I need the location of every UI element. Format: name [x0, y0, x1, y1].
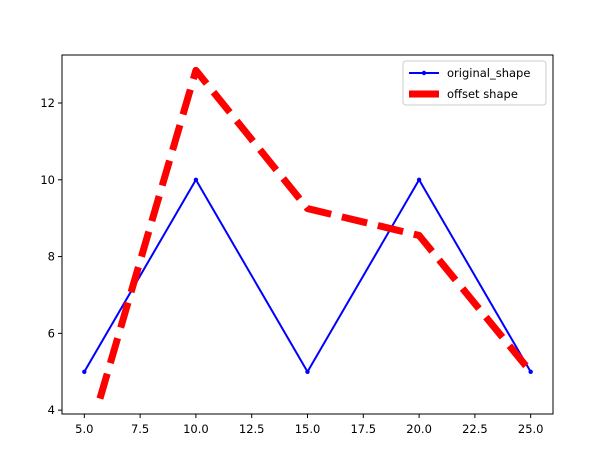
plot-area — [82, 66, 534, 400]
series-1-point — [305, 369, 310, 374]
y-tick-label: 4 — [48, 403, 55, 417]
legend-label: original_shape — [447, 66, 530, 80]
series-1-point — [82, 369, 87, 374]
x-tick-label: 20.0 — [406, 422, 432, 436]
x-tick-label: 15.0 — [295, 422, 321, 436]
y-tick-label: 6 — [48, 326, 55, 340]
x-tick-label: 25.0 — [518, 422, 544, 436]
series-line-2 — [96, 66, 534, 400]
x-tick-label: 10.0 — [183, 422, 209, 436]
y-tick-label: 8 — [48, 250, 55, 264]
x-tick-label: 17.5 — [350, 422, 376, 436]
x-tick-label: 5.0 — [75, 422, 93, 436]
x-tick-label: 12.5 — [239, 422, 265, 436]
x-tick-label: 7.5 — [131, 422, 149, 436]
legend-marker — [421, 70, 427, 76]
y-tick-label: 10 — [40, 173, 55, 187]
y-tick-label: 12 — [40, 96, 55, 110]
series-1-point — [416, 177, 422, 182]
x-tick-label: 22.5 — [462, 422, 488, 436]
series-1-point — [528, 369, 533, 374]
axes-frame — [61, 54, 554, 415]
series-1-point — [193, 177, 199, 182]
axes: 5.0 7.5 10.0 12.5 15.0 17.5 20.0 22.5 25.0 4 6 8 10 1… — [40, 54, 554, 436]
legend-label: offset shape — [447, 87, 518, 101]
